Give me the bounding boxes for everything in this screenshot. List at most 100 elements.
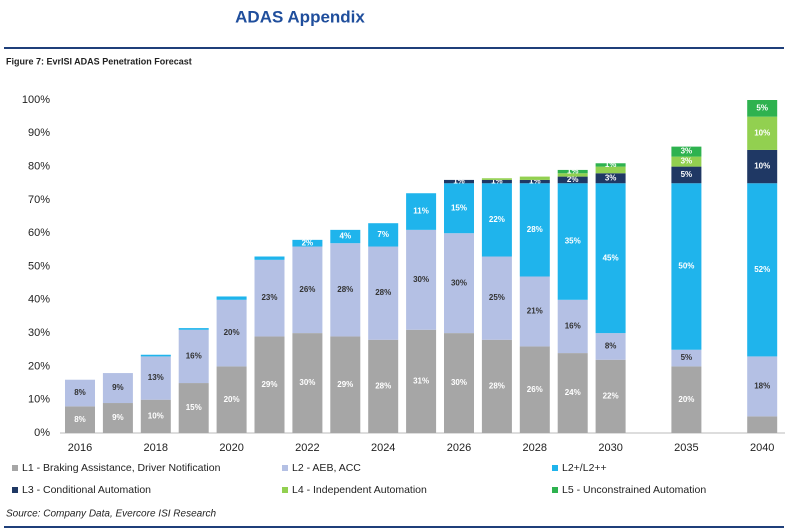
x-tick-label: 2026 — [447, 442, 471, 454]
bar-segment — [671, 183, 702, 350]
legend-swatch — [282, 465, 288, 471]
data-label: 3% — [681, 157, 693, 166]
bar-segment — [178, 383, 209, 433]
bar-segment — [557, 353, 588, 433]
y-tick-label: 80% — [28, 161, 50, 173]
bar-segment — [671, 366, 702, 433]
bar-segment — [595, 166, 626, 174]
bar-segment — [216, 299, 247, 367]
bar-segment — [140, 354, 171, 357]
bar-segment — [481, 339, 512, 433]
legend-swatch — [552, 487, 558, 493]
data-label: 52% — [754, 265, 770, 274]
legend-label: L1 - Braking Assistance, Driver Notifica… — [22, 462, 221, 474]
bar-segment — [292, 246, 323, 334]
bar-segment — [330, 243, 361, 337]
bar-segment — [557, 176, 588, 184]
legend-label: L2 - AEB, ACC — [292, 462, 361, 474]
bar-segment — [747, 100, 778, 117]
bar-segment — [444, 333, 474, 433]
bar-segment — [254, 256, 285, 260]
data-label: 11% — [413, 207, 429, 216]
bar-segment — [519, 346, 550, 433]
data-label: 30% — [413, 275, 429, 284]
data-label: 26% — [299, 285, 315, 294]
bar-segment — [747, 149, 778, 184]
bar-segment — [671, 156, 702, 167]
bar-segment — [481, 256, 512, 340]
data-label: 29% — [337, 380, 353, 389]
bar-segment — [747, 116, 778, 150]
data-label: 16% — [186, 352, 202, 361]
data-label: 28% — [375, 288, 391, 297]
data-label: 9% — [112, 413, 124, 422]
y-tick-label: 30% — [28, 327, 50, 339]
legend-label: L4 - Independent Automation — [292, 484, 427, 496]
bar-segment — [65, 379, 95, 407]
y-tick-label: 90% — [28, 127, 50, 139]
bar-segment — [595, 173, 626, 184]
x-tick-label: 2030 — [598, 442, 622, 454]
data-label: 16% — [565, 322, 581, 331]
data-label: 18% — [754, 381, 770, 390]
bar-segment — [368, 339, 399, 433]
data-label: 30% — [451, 278, 467, 287]
data-label: 2% — [567, 175, 579, 184]
bar-segment — [368, 223, 399, 247]
bar-segment — [330, 336, 361, 433]
x-tick-label: 2028 — [523, 442, 547, 454]
bar-segment — [481, 179, 512, 184]
bar-segment — [747, 183, 778, 357]
x-tick-label: 2022 — [295, 442, 319, 454]
data-label: 1% — [491, 177, 503, 186]
data-label: 28% — [527, 225, 543, 234]
bar-segment — [368, 246, 399, 340]
bar-segment — [140, 356, 171, 400]
bar-segment — [102, 373, 133, 404]
data-label: 5% — [681, 353, 693, 362]
data-label: 15% — [451, 203, 467, 212]
bar-segment — [292, 239, 323, 247]
data-label: 8% — [74, 388, 86, 397]
data-label: 10% — [754, 128, 770, 137]
bar-segment — [671, 146, 702, 157]
bar-segment — [481, 178, 512, 180]
bar-segment — [519, 179, 550, 184]
y-tick-label: 0% — [34, 427, 50, 439]
data-label: 28% — [337, 285, 353, 294]
x-tick-label: 2035 — [674, 442, 698, 454]
y-tick-label: 70% — [28, 194, 50, 206]
legend-label: L2+/L2++ — [562, 462, 607, 474]
bar-segment — [406, 329, 437, 433]
data-label: 4% — [340, 232, 352, 241]
y-tick-label: 40% — [28, 294, 50, 306]
bar-segment — [444, 183, 474, 234]
page-title: ADAS Appendix — [235, 7, 365, 26]
bar-segment — [254, 336, 285, 433]
bar-segment — [557, 299, 588, 354]
data-label: 26% — [527, 385, 543, 394]
data-label: 22% — [489, 215, 505, 224]
bar-segment — [330, 229, 361, 244]
data-label: 3% — [605, 173, 617, 182]
bar-segment — [178, 328, 209, 330]
x-tick-label: 2016 — [68, 442, 92, 454]
data-label: 25% — [489, 293, 505, 302]
bar-segment — [254, 259, 285, 337]
data-label: 45% — [603, 253, 619, 262]
data-label: 23% — [261, 293, 277, 302]
bar-segment — [444, 179, 474, 184]
y-tick-label: 20% — [28, 360, 50, 372]
data-label: 10% — [148, 411, 164, 420]
data-label: 5% — [756, 103, 768, 112]
legend-label: L3 - Conditional Automation — [22, 484, 151, 496]
legend-swatch — [282, 487, 288, 493]
data-label: 1% — [529, 177, 541, 186]
data-label: 10% — [754, 162, 770, 171]
data-label: 8% — [74, 415, 86, 424]
bar-segment — [557, 183, 588, 300]
y-tick-label: 100% — [22, 94, 50, 106]
chart-title: Figure 7: EvrISI ADAS Penetration Foreca… — [6, 56, 192, 66]
y-tick-label: 60% — [28, 227, 50, 239]
